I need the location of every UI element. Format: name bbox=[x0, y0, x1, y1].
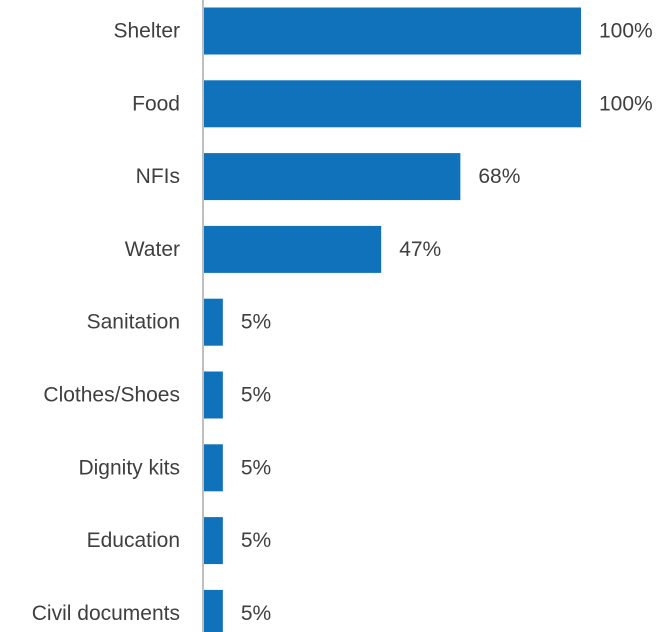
category-label-shelter: Shelter bbox=[113, 20, 180, 43]
value-label-sanitation: 5% bbox=[241, 311, 271, 334]
bars bbox=[204, 7, 581, 632]
bar-civil-documents bbox=[204, 589, 223, 632]
category-label-education: Education bbox=[87, 529, 180, 552]
bar-education bbox=[204, 517, 223, 565]
category-label-dignity-kits: Dignity kits bbox=[78, 456, 180, 479]
labels: Shelter 100% Food 100% NFIs 68% Water 47% Sanita… bbox=[32, 20, 653, 625]
value-label-civil-documents: 5% bbox=[241, 602, 271, 625]
bar-shelter bbox=[204, 7, 581, 55]
category-label-food: Food bbox=[132, 92, 180, 115]
value-label-education: 5% bbox=[241, 529, 271, 552]
category-label-water: Water bbox=[125, 238, 180, 261]
category-label-sanitation: Sanitation bbox=[87, 311, 180, 334]
value-label-clothes-shoes: 5% bbox=[241, 384, 271, 407]
value-label-food: 100% bbox=[599, 92, 653, 115]
bar-nfis bbox=[204, 153, 461, 201]
bar-clothes-shoes bbox=[204, 371, 223, 419]
bar-food bbox=[204, 80, 581, 128]
value-label-dignity-kits: 5% bbox=[241, 456, 271, 479]
value-label-water: 47% bbox=[399, 238, 441, 261]
category-label-clothes-shoes: Clothes/Shoes bbox=[43, 384, 180, 407]
value-label-nfis: 68% bbox=[478, 165, 520, 188]
category-label-civil-documents: Civil documents bbox=[32, 602, 180, 625]
value-label-shelter: 100% bbox=[599, 20, 653, 43]
category-label-nfis: NFIs bbox=[136, 165, 180, 188]
bar-sanitation bbox=[204, 298, 223, 346]
bar-water bbox=[204, 225, 382, 273]
bar-dignity-kits bbox=[204, 444, 223, 492]
